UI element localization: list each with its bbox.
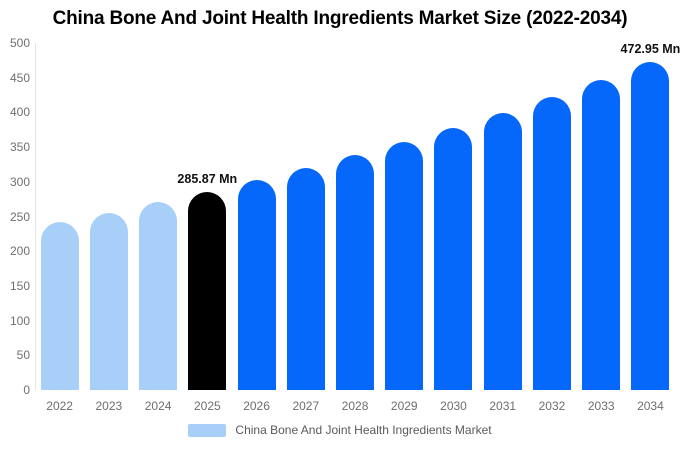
- y-axis-tick-label: 500: [9, 36, 30, 50]
- y-axis-tick-label: 200: [9, 244, 30, 259]
- x-axis-label: 2029: [390, 399, 418, 413]
- bar-2026[interactable]: [237, 180, 276, 390]
- bar-value-label: 285.87 Mn: [177, 171, 238, 186]
- bar-slot: 2023: [84, 43, 133, 413]
- y-axis-tick-label: 50: [16, 348, 30, 363]
- y-axis-tick-label: 150: [9, 278, 30, 293]
- bar-2024[interactable]: [139, 202, 178, 390]
- x-axis-label: 2030: [440, 399, 467, 413]
- bar-slot: 2027: [281, 43, 330, 413]
- bar-slot: 2033: [577, 43, 626, 413]
- bar-slot: 2022: [35, 43, 84, 413]
- bar-2034[interactable]: [631, 61, 670, 390]
- y-axis-tick-label: 450: [9, 70, 30, 85]
- y-axis-tick-label: 400: [9, 105, 30, 120]
- bar-2027[interactable]: [286, 168, 325, 390]
- legend-label: China Bone And Joint Health Ingredients …: [235, 423, 492, 437]
- bar-2029[interactable]: [385, 141, 424, 390]
- chart-title: China Bone And Joint Health Ingredients …: [52, 8, 628, 29]
- x-axis-label: 2027: [292, 399, 320, 413]
- bar-slot: 2030: [429, 43, 478, 413]
- y-axis-line: [35, 43, 36, 390]
- x-axis-label: 2033: [587, 399, 615, 413]
- y-axis-tick-label: 350: [9, 140, 30, 155]
- bar-slot: 285.87 Mn 2025: [177, 43, 237, 413]
- bar-slot: 2031: [478, 43, 527, 413]
- x-axis-label: 2028: [341, 399, 369, 413]
- bar-slot: 2032: [527, 43, 576, 413]
- y-axis-tick-label: 250: [9, 209, 30, 224]
- bar-2031[interactable]: [483, 112, 522, 390]
- x-axis-label: 2034: [637, 399, 664, 413]
- x-axis-label: 2031: [489, 399, 517, 413]
- x-axis-label: 2025: [193, 399, 221, 413]
- bar-slot: 472.95 Mn 2034: [621, 42, 680, 413]
- x-axis-label: 2024: [144, 399, 172, 413]
- y-axis-tick-label: 0: [23, 383, 30, 397]
- plot-area: 2022 2023 2024 285.87 Mn 2025 2026 2027 2028 202…: [35, 42, 680, 413]
- bar-2023[interactable]: [89, 212, 128, 390]
- bar-slot: 2029: [380, 43, 429, 413]
- bar-2022[interactable]: [40, 222, 79, 390]
- bar-slot: 2028: [330, 43, 379, 413]
- bar-2025[interactable]: [188, 191, 227, 390]
- bar-2032[interactable]: [532, 96, 571, 390]
- bar-slot: 2026: [232, 43, 281, 413]
- y-axis-tick-label: 300: [9, 174, 30, 189]
- bar-value-label: 472.95 Mn: [620, 41, 680, 56]
- bar-slot: 2024: [133, 43, 182, 413]
- bar-2033[interactable]: [582, 79, 621, 390]
- bar-2028[interactable]: [336, 155, 375, 390]
- legend-swatch: [188, 423, 227, 437]
- y-axis-tick-label: 100: [9, 313, 30, 328]
- bar-2030[interactable]: [434, 127, 473, 390]
- x-axis-label: 2026: [243, 399, 270, 413]
- x-axis-label: 2032: [538, 399, 566, 413]
- bar-chart: 0 50 100 150 200 250 300 350 400 450 500 2022 2023 2…: [0, 37, 680, 413]
- legend-item[interactable]: China Bone And Joint Health Ingredients …: [0, 423, 680, 437]
- x-axis-label: 2023: [95, 399, 123, 413]
- y-axis: 0 50 100 150 200 250 300 350 400 450 500: [0, 37, 30, 396]
- x-axis-label: 2022: [46, 399, 73, 413]
